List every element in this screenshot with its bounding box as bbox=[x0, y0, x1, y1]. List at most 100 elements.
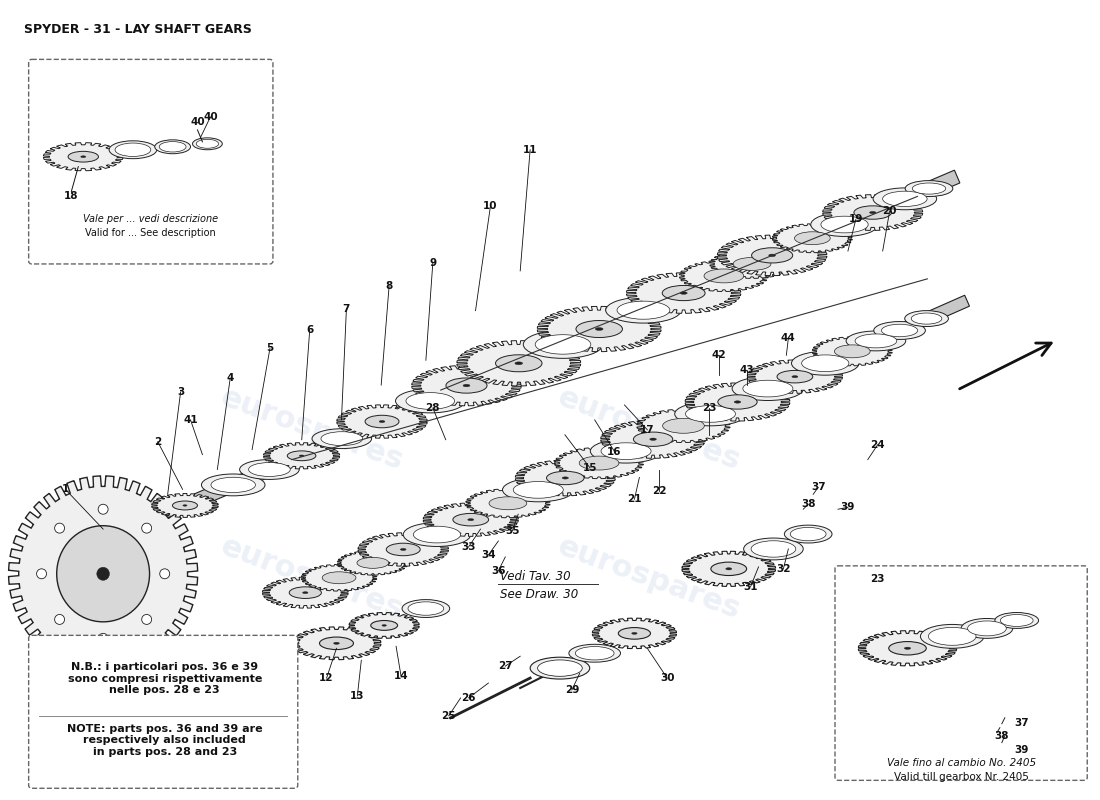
Ellipse shape bbox=[400, 549, 406, 550]
Ellipse shape bbox=[312, 429, 372, 449]
FancyBboxPatch shape bbox=[835, 566, 1087, 780]
Text: 22: 22 bbox=[652, 486, 667, 496]
Polygon shape bbox=[601, 420, 705, 458]
Ellipse shape bbox=[365, 415, 399, 428]
Polygon shape bbox=[637, 409, 730, 442]
Ellipse shape bbox=[718, 395, 757, 409]
Ellipse shape bbox=[142, 523, 152, 533]
Ellipse shape bbox=[911, 313, 942, 324]
Ellipse shape bbox=[358, 558, 388, 568]
Ellipse shape bbox=[495, 354, 542, 372]
Text: 18: 18 bbox=[64, 191, 78, 202]
Polygon shape bbox=[823, 194, 923, 230]
Ellipse shape bbox=[873, 188, 936, 210]
Ellipse shape bbox=[524, 330, 603, 358]
Text: 32: 32 bbox=[777, 564, 791, 574]
Polygon shape bbox=[44, 142, 123, 170]
Text: 15: 15 bbox=[583, 462, 597, 473]
Text: 38: 38 bbox=[994, 730, 1009, 741]
Text: 31: 31 bbox=[744, 582, 758, 592]
Ellipse shape bbox=[704, 269, 744, 283]
Ellipse shape bbox=[904, 647, 911, 650]
Ellipse shape bbox=[595, 328, 603, 330]
Ellipse shape bbox=[569, 644, 620, 662]
Ellipse shape bbox=[576, 321, 623, 338]
Polygon shape bbox=[813, 337, 892, 366]
Ellipse shape bbox=[889, 642, 926, 655]
Ellipse shape bbox=[794, 232, 830, 245]
Ellipse shape bbox=[333, 642, 339, 644]
Ellipse shape bbox=[402, 600, 450, 618]
Ellipse shape bbox=[591, 439, 662, 463]
Ellipse shape bbox=[733, 377, 804, 401]
Text: Vedi Tav. 30: Vedi Tav. 30 bbox=[500, 570, 571, 583]
Polygon shape bbox=[592, 618, 676, 649]
Text: N.B.: i particolari pos. 36 e 39
sono compresi rispettivamente
nelle pos. 28 e 2: N.B.: i particolari pos. 36 e 39 sono co… bbox=[67, 662, 262, 695]
Text: 24: 24 bbox=[870, 440, 886, 450]
Ellipse shape bbox=[322, 572, 356, 584]
Ellipse shape bbox=[321, 432, 363, 446]
Text: 5: 5 bbox=[266, 343, 274, 354]
Ellipse shape bbox=[802, 355, 849, 371]
Text: 44: 44 bbox=[781, 334, 795, 343]
Ellipse shape bbox=[769, 254, 776, 257]
Polygon shape bbox=[465, 489, 550, 518]
Polygon shape bbox=[9, 476, 198, 672]
Text: 1: 1 bbox=[62, 484, 69, 494]
Ellipse shape bbox=[386, 543, 420, 556]
Ellipse shape bbox=[870, 211, 876, 214]
Ellipse shape bbox=[734, 401, 740, 403]
Text: See Draw. 30: See Draw. 30 bbox=[500, 588, 579, 601]
Text: 28: 28 bbox=[426, 403, 440, 413]
Ellipse shape bbox=[68, 151, 99, 162]
Text: 3: 3 bbox=[177, 387, 184, 397]
Ellipse shape bbox=[835, 345, 870, 358]
Ellipse shape bbox=[601, 443, 651, 459]
Ellipse shape bbox=[109, 141, 157, 158]
Polygon shape bbox=[717, 235, 827, 276]
Ellipse shape bbox=[408, 602, 443, 615]
Ellipse shape bbox=[55, 523, 65, 533]
Ellipse shape bbox=[538, 660, 582, 676]
Text: 40: 40 bbox=[204, 112, 218, 122]
Ellipse shape bbox=[396, 389, 465, 413]
Polygon shape bbox=[680, 260, 768, 291]
Ellipse shape bbox=[726, 568, 732, 570]
Ellipse shape bbox=[882, 191, 927, 206]
Ellipse shape bbox=[634, 432, 673, 446]
Text: 25: 25 bbox=[441, 710, 456, 721]
Ellipse shape bbox=[490, 497, 527, 510]
Text: 2: 2 bbox=[154, 437, 162, 446]
Ellipse shape bbox=[289, 587, 321, 598]
Polygon shape bbox=[685, 383, 790, 421]
Polygon shape bbox=[338, 550, 408, 575]
Ellipse shape bbox=[116, 143, 151, 157]
Text: 17: 17 bbox=[640, 425, 654, 434]
Text: 13: 13 bbox=[350, 691, 364, 701]
Ellipse shape bbox=[98, 504, 108, 514]
Ellipse shape bbox=[55, 614, 65, 624]
Ellipse shape bbox=[674, 402, 746, 426]
Ellipse shape bbox=[650, 438, 657, 441]
Ellipse shape bbox=[580, 456, 619, 470]
Ellipse shape bbox=[777, 370, 813, 383]
Ellipse shape bbox=[784, 525, 832, 543]
Text: 37: 37 bbox=[1014, 718, 1028, 728]
Ellipse shape bbox=[618, 627, 650, 639]
Text: 10: 10 bbox=[483, 202, 497, 211]
Ellipse shape bbox=[994, 613, 1038, 629]
Ellipse shape bbox=[196, 139, 219, 148]
Text: Vale fino al cambio No. 2405: Vale fino al cambio No. 2405 bbox=[887, 758, 1036, 767]
Ellipse shape bbox=[183, 505, 187, 506]
Text: 39: 39 bbox=[840, 502, 855, 512]
Text: 30: 30 bbox=[660, 673, 674, 683]
Polygon shape bbox=[424, 503, 518, 536]
Ellipse shape bbox=[240, 459, 299, 479]
Ellipse shape bbox=[751, 248, 793, 263]
Ellipse shape bbox=[302, 592, 308, 594]
Ellipse shape bbox=[211, 478, 255, 493]
Ellipse shape bbox=[36, 569, 46, 578]
Polygon shape bbox=[515, 460, 615, 496]
Ellipse shape bbox=[1000, 614, 1033, 626]
Ellipse shape bbox=[379, 421, 385, 422]
